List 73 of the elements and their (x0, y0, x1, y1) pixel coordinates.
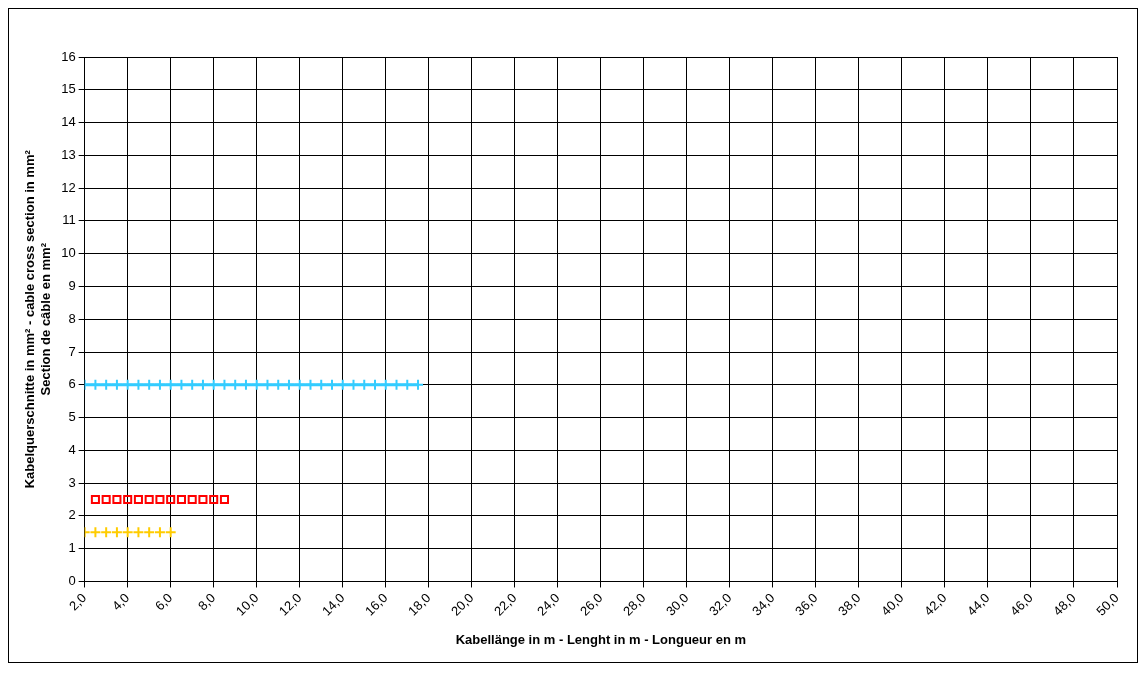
x-tick-label: 2,0 (65, 590, 90, 614)
point (143, 526, 156, 539)
y-tick-label: 7 (68, 343, 76, 359)
point (100, 526, 113, 539)
y-tick-label: 12 (61, 179, 76, 195)
x-tick-label: 26,0 (576, 590, 606, 619)
x-tick-label: 18,0 (404, 590, 434, 619)
x-tick-label: 24,0 (533, 590, 563, 619)
x-tick-label: 32,0 (706, 590, 735, 619)
x-tick-label: 14,0 (318, 590, 348, 619)
x-tick-label: 36,0 (792, 590, 821, 619)
x-tick-label: 44,0 (964, 590, 993, 619)
point (90, 494, 100, 505)
point (110, 526, 123, 539)
x-tick-label: 16,0 (361, 590, 391, 619)
y-tick-label: 11 (62, 212, 76, 228)
y-tick-label: 16 (61, 48, 76, 64)
y-tick-label: 3 (68, 474, 76, 490)
y-tick-label: 9 (68, 278, 76, 294)
point (112, 494, 122, 505)
point (121, 526, 134, 539)
y-tick-label: 2 (68, 507, 76, 523)
point (132, 378, 145, 391)
x-tick-label: 6,0 (151, 590, 176, 614)
x-tick-label: 22,0 (490, 590, 520, 619)
point (304, 378, 317, 391)
x-tick-label: 46,0 (1007, 590, 1036, 619)
y-axis-title: Kabelquerschnitte in mm² - cable cross section in mm² Section de câble en mm² (22, 149, 53, 489)
point (153, 526, 166, 539)
point (175, 378, 188, 391)
y-tick-label: 15 (61, 81, 76, 97)
x-tick-label: 28,0 (619, 590, 649, 619)
x-tick-label: 42,0 (921, 590, 950, 619)
x-tick-label: 30,0 (663, 590, 692, 619)
point (347, 378, 360, 391)
x-tick-label: 48,0 (1050, 590, 1079, 619)
point (198, 494, 208, 505)
point (164, 526, 177, 539)
point (133, 494, 143, 505)
point (261, 378, 274, 391)
point (166, 494, 176, 505)
y-tick-label: 6 (68, 376, 76, 392)
point (101, 494, 111, 505)
y-tick-label: 13 (61, 146, 76, 162)
point (218, 378, 231, 391)
point (176, 494, 186, 505)
x-tick-label: 50,0 (1093, 590, 1122, 619)
y-tick-label: 8 (68, 310, 76, 326)
point (89, 526, 102, 539)
y-tick-label: 10 (61, 245, 76, 261)
y-tick-label: 14 (61, 114, 76, 130)
x-tick-label: 4,0 (108, 590, 133, 614)
y-tick-label: 1 (68, 540, 76, 556)
x-tick-label: 12,0 (275, 590, 305, 619)
point (144, 494, 154, 505)
x-tick-label: 38,0 (835, 590, 864, 619)
y-tick-label: 5 (68, 409, 76, 425)
point (219, 494, 229, 505)
point (209, 494, 219, 505)
x-axis-title: Kabellänge in m - Lenght in m - Longueur en m (455, 631, 746, 647)
point (155, 494, 165, 505)
x-tick-label: 34,0 (749, 590, 778, 619)
point (390, 378, 403, 391)
point (89, 378, 102, 391)
y-tick-label: 4 (68, 441, 76, 457)
x-tick-label: 20,0 (447, 590, 477, 619)
point (187, 494, 197, 505)
point (132, 526, 145, 539)
x-tick-label: 8,0 (194, 590, 219, 614)
x-tick-label: 40,0 (878, 590, 907, 619)
x-tick-label: 10,0 (232, 590, 262, 619)
y-tick-label: 0 (68, 573, 76, 589)
point (123, 494, 133, 505)
